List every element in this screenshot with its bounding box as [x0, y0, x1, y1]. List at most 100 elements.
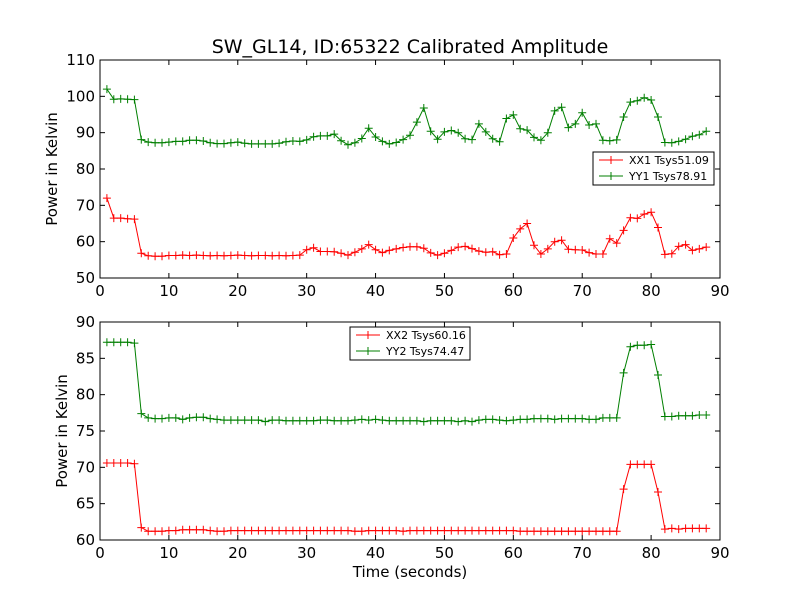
data-point-yy1	[481, 127, 490, 136]
data-point-yy1	[392, 138, 401, 147]
data-point-xx2	[447, 526, 456, 535]
data-point-yy2	[647, 340, 656, 349]
data-point-yy2	[640, 341, 649, 350]
data-point-yy2	[240, 416, 249, 425]
data-point-xx1	[247, 251, 256, 260]
data-point-yy1	[123, 95, 132, 104]
data-point-xx1	[123, 214, 132, 223]
data-point-xx2	[647, 460, 656, 469]
data-point-yy2	[295, 416, 304, 425]
bottom-x-axis-label: Time (seconds)	[352, 563, 468, 581]
legend-marker-xx1	[607, 156, 615, 164]
data-point-yy2	[330, 416, 339, 425]
data-point-yy1	[295, 137, 304, 146]
data-point-yy2	[530, 414, 538, 423]
data-point-xx1	[302, 245, 311, 254]
data-point-xx1	[640, 210, 649, 219]
data-point-xx2	[399, 527, 408, 536]
data-point-yy2	[454, 417, 463, 426]
data-point-xx1	[158, 252, 166, 261]
data-point-yy1	[364, 124, 373, 133]
data-point-yy2	[468, 417, 476, 426]
data-point-xx1	[426, 248, 435, 257]
data-point-yy2	[461, 416, 470, 425]
data-point-yy2	[261, 417, 270, 426]
data-point-xx2	[240, 526, 249, 535]
top-y-tick-label: 50	[76, 269, 95, 287]
data-point-xx1	[530, 241, 538, 250]
data-point-xx1	[337, 249, 346, 258]
data-point-yy1	[268, 139, 277, 148]
data-point-yy2	[344, 416, 352, 425]
data-point-yy1	[316, 131, 325, 140]
top-x-tick-label: 40	[366, 282, 385, 300]
data-point-xx1	[516, 224, 525, 233]
data-point-yy1	[530, 133, 538, 142]
data-point-xx2	[426, 526, 435, 535]
data-point-yy2	[399, 416, 408, 425]
data-point-xx1	[667, 249, 676, 258]
data-point-yy1	[330, 130, 339, 139]
data-point-xx1	[178, 251, 187, 260]
data-point-xx2	[695, 524, 704, 533]
data-point-yy1	[702, 127, 711, 136]
data-point-xx1	[592, 250, 600, 258]
data-point-yy1	[626, 98, 635, 107]
data-point-xx2	[213, 527, 222, 536]
legend-label-xx1: XX1 Tsys51.09	[629, 154, 709, 167]
data-point-yy1	[323, 131, 332, 140]
data-point-yy1	[660, 138, 669, 147]
data-point-xx2	[254, 526, 263, 535]
data-point-yy1	[640, 93, 649, 102]
data-point-yy2	[626, 342, 635, 351]
data-point-yy1	[509, 110, 518, 119]
data-point-xx1	[350, 248, 359, 257]
data-point-xx1	[461, 242, 470, 251]
data-point-yy2	[302, 416, 311, 425]
data-point-yy1	[695, 130, 704, 139]
data-point-xx2	[654, 488, 662, 496]
data-point-yy1	[275, 139, 284, 148]
data-point-xx1	[509, 234, 518, 242]
data-point-xx2	[406, 526, 414, 535]
top-x-tick-label: 10	[159, 282, 178, 300]
data-point-yy2	[130, 339, 139, 348]
bottom-series-group	[102, 338, 711, 536]
data-point-yy2	[144, 413, 153, 422]
data-point-yy1	[158, 138, 166, 147]
top-x-tick-label: 20	[228, 282, 247, 300]
data-point-xx2	[468, 526, 476, 535]
data-point-yy1	[350, 138, 359, 147]
data-point-xx2	[474, 526, 483, 535]
data-point-yy2	[564, 414, 573, 423]
data-point-xx2	[495, 526, 504, 535]
data-point-yy1	[633, 96, 642, 105]
data-point-xx2	[702, 524, 711, 533]
data-point-yy2	[309, 416, 318, 425]
data-point-yy2	[247, 416, 256, 425]
data-point-xx1	[371, 245, 380, 254]
data-point-yy1	[592, 119, 600, 128]
data-point-xx1	[323, 247, 332, 256]
data-point-xx1	[357, 244, 366, 253]
data-point-xx1	[536, 250, 545, 258]
data-point-yy1	[344, 140, 352, 149]
bottom-y-tick-label: 75	[76, 422, 95, 440]
data-point-xx1	[130, 215, 139, 224]
data-point-xx2	[275, 526, 284, 535]
data-point-xx1	[557, 236, 566, 245]
data-point-xx1	[412, 242, 421, 251]
data-point-xx2	[323, 526, 332, 535]
data-point-yy1	[598, 136, 607, 145]
data-point-xx2	[626, 460, 635, 469]
data-point-xx1	[605, 234, 614, 243]
top-x-tick-label: 30	[297, 282, 316, 300]
top-y-axis-label: Power in Kelvin	[43, 112, 61, 226]
data-point-xx1	[564, 245, 573, 254]
data-point-xx1	[220, 251, 228, 260]
data-point-xx1	[378, 248, 387, 257]
data-point-yy2	[433, 416, 442, 425]
data-point-xx2	[302, 526, 311, 535]
data-point-xx1	[578, 246, 587, 254]
